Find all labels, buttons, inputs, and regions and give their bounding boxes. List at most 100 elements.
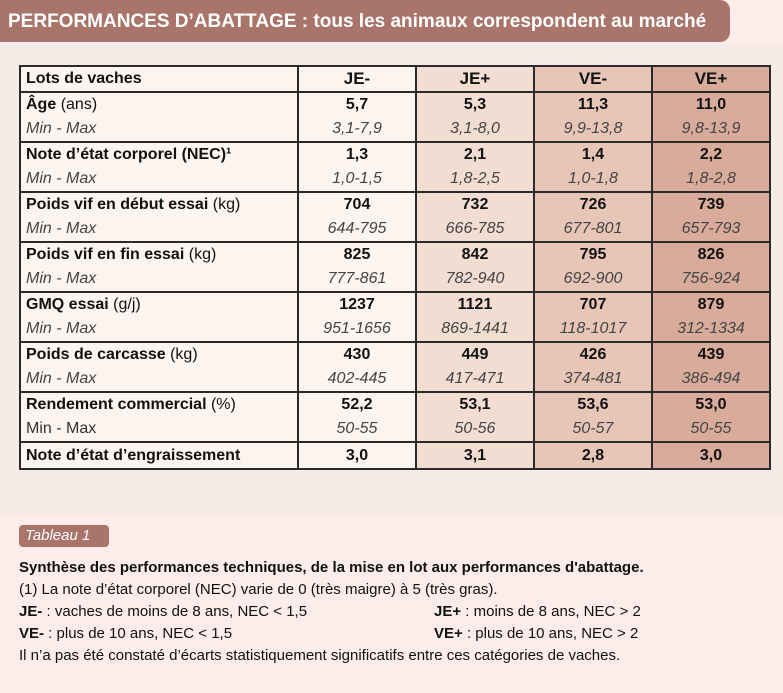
minmax-cell: 50-55: [297, 417, 417, 443]
table-row-engraissement: Note d’état d’engraissement 3,0 3,1 2,8 3,0: [19, 441, 771, 470]
value-cell: 53,1: [415, 391, 535, 417]
value-cell: 5,7: [297, 91, 417, 117]
value-cell: 1237: [297, 291, 417, 317]
minmax-label: Min - Max: [19, 267, 299, 293]
table-row-values: Poids vif en début essai (kg) 704 732 726 73…: [19, 191, 771, 217]
minmax-cell: 118-1017: [533, 317, 653, 343]
page-title: PERFORMANCES D’ABATTAGE : tous les anima…: [8, 11, 707, 32]
minmax-label: Min - Max: [19, 167, 299, 193]
legend-code: JE+: [434, 603, 462, 620]
minmax-cell: 677-801: [533, 217, 653, 243]
value-cell: 3,1: [415, 441, 535, 470]
value-cell: 825: [297, 241, 417, 267]
minmax-cell: 9,9-13,8: [533, 117, 653, 143]
minmax-cell: 50-56: [415, 417, 535, 443]
table-row-minmax: Min - Max 777-861 782-940 692-900 756-924: [19, 267, 771, 293]
minmax-cell: 50-55: [651, 417, 771, 443]
legend-text: : plus de 10 ans, NEC > 2: [462, 625, 639, 642]
minmax-cell: 1,8-2,5: [415, 167, 535, 193]
table-row-minmax: Min - Max 50-55 50-56 50-57 50-55: [19, 417, 771, 443]
table-row-values: Poids vif en fin essai (kg) 825 842 795 826: [19, 241, 771, 267]
value-cell: 5,3: [415, 91, 535, 117]
row-label: Note d’état corporel (NEC)¹: [19, 141, 299, 167]
value-cell: 707: [533, 291, 653, 317]
header-ve-plus: VE+: [651, 65, 771, 93]
minmax-cell: 1,8-2,8: [651, 167, 771, 193]
minmax-cell: 9,8-13,9: [651, 117, 771, 143]
row-label-text: GMQ essai: [26, 296, 109, 313]
minmax-cell: 657-793: [651, 217, 771, 243]
table-row-minmax: Min - Max 3,1-7,9 3,1-8,0 9,9-13,8 9,8-13,9: [19, 117, 771, 143]
legend-code: VE+: [434, 625, 463, 642]
minmax-cell: 312-1334: [651, 317, 771, 343]
row-unit: (kg): [170, 346, 198, 363]
row-label-text: Poids vif en fin essai: [26, 246, 185, 263]
row-label: GMQ essai (g/j): [19, 291, 299, 317]
minmax-label: Min - Max: [19, 317, 299, 343]
table-frame: Lots de vaches JE- JE+ VE- VE+ Âge (ans)…: [0, 44, 783, 514]
row-label: Âge (ans): [19, 91, 299, 117]
minmax-cell: 666-785: [415, 217, 535, 243]
value-cell: 2,2: [651, 141, 771, 167]
value-cell: 11,3: [533, 91, 653, 117]
table-row-values: GMQ essai (g/j) 1237 1121 707 879: [19, 291, 771, 317]
legend-text: : vaches de moins de 8 ans, NEC < 1,5: [42, 603, 308, 620]
row-label-text: Âge: [26, 96, 57, 113]
minmax-cell: 782-940: [415, 267, 535, 293]
minmax-label: Min - Max: [19, 367, 299, 393]
minmax-cell: 3,1-8,0: [415, 117, 535, 143]
value-cell: 879: [651, 291, 771, 317]
row-label: Poids vif en début essai (kg): [19, 191, 299, 217]
value-cell: 439: [651, 341, 771, 367]
table-row-minmax: Min - Max 951-1656 869-1441 118-1017 312-133…: [19, 317, 771, 343]
minmax-cell: 692-900: [533, 267, 653, 293]
minmax-cell: 756-924: [651, 267, 771, 293]
value-cell: 426: [533, 341, 653, 367]
minmax-cell: 402-445: [297, 367, 417, 393]
row-label: Poids de carcasse (kg): [19, 341, 299, 367]
table-row-values: Note d’état corporel (NEC)¹ 1,3 2,1 1,4 2,2: [19, 141, 771, 167]
table-row-minmax: Min - Max 1,0-1,5 1,8-2,5 1,0-1,8 1,8-2,8: [19, 167, 771, 193]
row-unit: (%): [210, 396, 236, 413]
row-unit: (g/j): [113, 296, 141, 313]
value-cell: 2,1: [415, 141, 535, 167]
legend-ve-minus: VE- : plus de 10 ans, NEC < 1,5: [19, 623, 232, 645]
table-header-row: Lots de vaches JE- JE+ VE- VE+: [19, 65, 771, 93]
header-label: Lots de vaches: [19, 65, 299, 93]
row-label: Note d’état d’engraissement: [19, 441, 299, 470]
value-cell: 732: [415, 191, 535, 217]
legend-ve-plus: VE+ : plus de 10 ans, NEC > 2: [434, 623, 638, 645]
value-cell: 795: [533, 241, 653, 267]
minmax-cell: 374-481: [533, 367, 653, 393]
minmax-cell: 644-795: [297, 217, 417, 243]
value-cell: 449: [415, 341, 535, 367]
value-cell: 826: [651, 241, 771, 267]
row-unit: (ans): [60, 96, 98, 113]
table-tag-label: Tableau 1: [25, 527, 91, 544]
header-ve-minus: VE-: [533, 65, 653, 93]
row-label-text: Rendement commercial: [26, 396, 207, 413]
minmax-cell: 386-494: [651, 367, 771, 393]
header-je-minus: JE-: [297, 65, 417, 93]
table-row-values: Rendement commercial (%) 52,2 53,1 53,6 53,0: [19, 391, 771, 417]
row-label-text: Poids de carcasse: [26, 346, 166, 363]
minmax-cell: 1,0-1,5: [297, 167, 417, 193]
value-cell: 1121: [415, 291, 535, 317]
value-cell: 739: [651, 191, 771, 217]
minmax-label: Min - Max: [19, 217, 299, 243]
row-unit: (kg): [212, 196, 241, 213]
value-cell: 1,3: [297, 141, 417, 167]
title-bar: PERFORMANCES D’ABATTAGE : tous les anima…: [0, 0, 730, 42]
value-cell: 2,8: [533, 441, 653, 470]
table-row-minmax: Min - Max 644-795 666-785 677-801 657-793: [19, 217, 771, 243]
row-label: Poids vif en fin essai (kg): [19, 241, 299, 267]
table-row-minmax: Min - Max 402-445 417-471 374-481 386-494: [19, 367, 771, 393]
value-cell: 842: [415, 241, 535, 267]
minmax-label: Min - Max: [19, 117, 299, 143]
caption-heading: Synthèse des performances techniques, de…: [19, 559, 644, 576]
minmax-cell: 869-1441: [415, 317, 535, 343]
minmax-cell: 417-471: [415, 367, 535, 393]
row-label-text: Poids vif en début essai: [26, 196, 209, 213]
table-row-values: Poids de carcasse (kg) 430 449 426 439: [19, 341, 771, 367]
value-cell: 53,0: [651, 391, 771, 417]
